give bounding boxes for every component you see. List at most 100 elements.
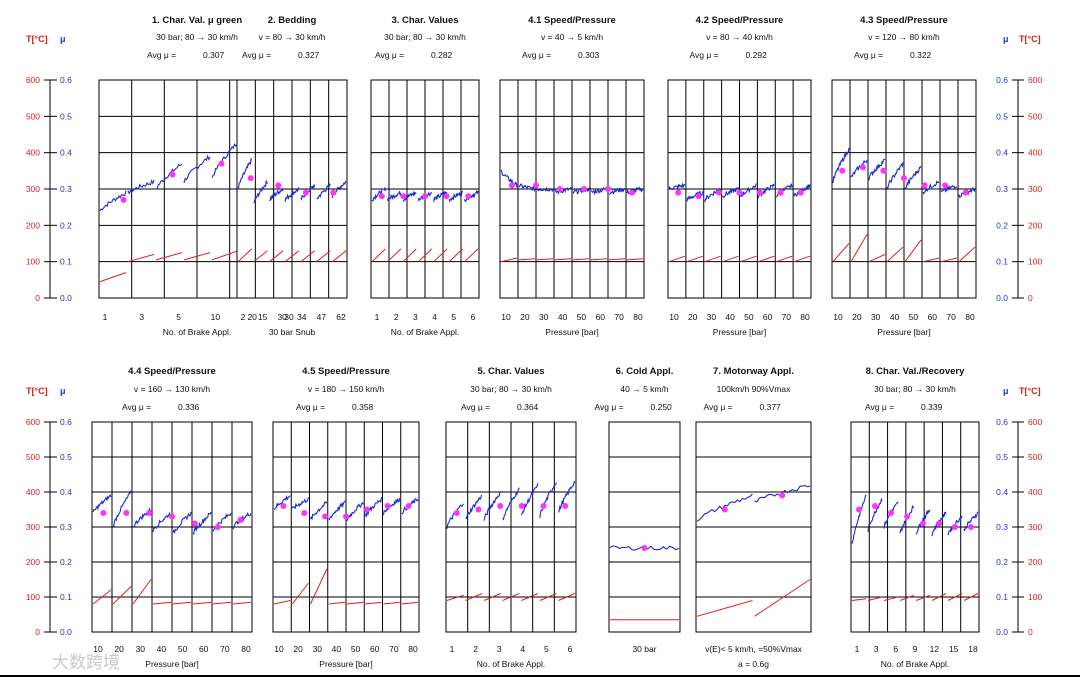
- mu-series-segment: [536, 186, 554, 193]
- panel-subtitle: v = 80 → 40 km/h: [706, 32, 773, 42]
- temp-series-segment: [284, 250, 300, 263]
- avg-mu-label: Avg μ =: [595, 402, 624, 412]
- x-tick-label: 6: [893, 644, 898, 654]
- chart-panel-8: 4.5 Speed/Pressure v = 180 → 150 km/h Avg …: [272, 366, 420, 669]
- mu-series-segment: [668, 182, 686, 191]
- temp-series-segment: [704, 255, 721, 263]
- panel-title: 4.3 Speed/Pressure: [860, 15, 948, 26]
- panel-subtitle: v = 160 → 130 km/h: [134, 384, 211, 394]
- x-tick-label: 10: [669, 312, 679, 322]
- temp-series-segment: [867, 596, 883, 601]
- mu-tick-right: 0.2: [996, 557, 1008, 567]
- x-tick-label: 5: [544, 644, 549, 654]
- mu-marker: [942, 182, 949, 189]
- mu-marker: [872, 503, 878, 509]
- chart-panel-3: 3. Char. Values 30 bar; 80 → 30 km/h Avg μ…: [370, 15, 480, 337]
- temp-series-segment: [192, 601, 212, 605]
- temp-tick-right: 300: [1028, 184, 1042, 194]
- mu-tick-left: 0.6: [60, 417, 72, 427]
- mu-series-segment: [554, 186, 572, 196]
- temp-tick-left: 200: [26, 557, 40, 567]
- mu-series-segment: [346, 501, 364, 522]
- mu-marker: [736, 189, 743, 196]
- temp-tick-left: 500: [26, 452, 40, 462]
- avg-mu-value: 0.377: [760, 402, 782, 412]
- avg-mu-value: 0.292: [746, 50, 768, 60]
- avg-mu-label: Avg μ =: [375, 50, 404, 60]
- temp-series-segment: [558, 593, 576, 601]
- avg-mu-value: 0.336: [178, 402, 200, 412]
- temp-series-segment: [99, 272, 127, 283]
- mu-marker: [100, 510, 107, 516]
- mu-marker: [557, 186, 563, 192]
- avg-mu-label: Avg μ =: [147, 50, 176, 60]
- mu-axis-title-right: μ: [1003, 386, 1009, 396]
- avg-mu-label: Avg μ =: [461, 402, 490, 412]
- mu-tick-left: 0.2: [60, 220, 72, 230]
- temp-axis-title-right: T[°C]: [1019, 34, 1041, 44]
- mu-series-segment: [483, 490, 501, 521]
- x-tick-label: 30: [539, 312, 549, 322]
- x-tick-label: 3: [497, 644, 502, 654]
- mu-series-segment: [464, 189, 479, 203]
- mu-marker: [465, 193, 472, 200]
- temp-tick-left: 200: [26, 220, 40, 230]
- x-tick-label: 34: [297, 312, 307, 322]
- x-axis-label: Pressure [bar]: [545, 327, 598, 337]
- mu-marker: [169, 513, 175, 520]
- x-axis-label: No. of Brake Appl.: [391, 327, 460, 337]
- temp-series-segment: [740, 255, 757, 263]
- temp-tick-right: 100: [1028, 592, 1042, 602]
- axis-group-row-1: T[°C] μ μ T[°C] 0 0.0 0.0 0 100 0.1 0.1 100 200 0.2 0.…: [26, 34, 1043, 303]
- x-tick-label: 50: [577, 312, 587, 322]
- mu-series-segment: [851, 494, 867, 544]
- avg-mu-value: 0.358: [352, 402, 374, 412]
- temp-series-segment: [696, 600, 753, 617]
- temp-tick-left: 500: [26, 111, 40, 121]
- mu-marker: [605, 186, 611, 192]
- x-tick-label: 30: [277, 312, 287, 322]
- mu-series-segment: [172, 511, 192, 535]
- mu-marker: [120, 196, 127, 203]
- temp-series-segment: [112, 586, 132, 605]
- mu-series-segment: [886, 162, 904, 191]
- mu-series-segment: [211, 143, 239, 178]
- panel-subtitle: 30 bar; 80 → 30 km/h: [470, 384, 552, 394]
- temp-series-segment: [851, 598, 867, 601]
- temp-series-segment: [237, 248, 253, 263]
- x-tick-label: 30: [313, 644, 323, 654]
- mu-marker: [247, 175, 254, 182]
- x-axis-label: No. of Brake Appl.: [163, 327, 232, 337]
- panel-title: 8. Char. Val./Recovery: [866, 366, 965, 377]
- avg-mu-value: 0.303: [578, 50, 600, 60]
- mu-series-segment: [915, 509, 931, 535]
- mu-series-segment: [867, 497, 883, 533]
- temp-series-segment: [626, 258, 644, 261]
- x-tick-label: 30: [871, 312, 881, 322]
- temp-series-segment: [518, 258, 536, 261]
- x-axis-label: Pressure [bar]: [877, 327, 930, 337]
- temp-series-segment: [832, 243, 850, 263]
- temp-tick-right: 400: [1028, 487, 1042, 497]
- x-tick-label: 12: [930, 644, 940, 654]
- mu-tick-right: 0.3: [996, 522, 1008, 532]
- panel-subtitle: v = 120 → 80 km/h: [868, 32, 940, 42]
- temp-series-segment: [931, 593, 947, 601]
- panel-title: 4.2 Speed/Pressure: [696, 15, 784, 26]
- mu-series-segment: [940, 184, 958, 194]
- x-tick-label: 3: [874, 644, 879, 654]
- x-axis-label: Pressure [bar]: [319, 659, 372, 669]
- x-tick-label: 10: [211, 312, 221, 322]
- x-tick-label: v(E)< 5 km/h, =50%Vmax: [705, 644, 803, 654]
- mu-tick-left: 0.0: [60, 627, 72, 637]
- mu-tick-left: 0.2: [60, 557, 72, 567]
- x-tick-label: 20: [247, 312, 257, 322]
- x-tick-label: 40: [890, 312, 900, 322]
- mu-marker: [962, 189, 969, 196]
- temp-series-segment: [572, 258, 590, 261]
- mu-tick-right: 0.2: [996, 220, 1008, 230]
- x-tick-label: 1: [855, 644, 860, 654]
- mu-marker: [675, 189, 682, 196]
- temp-series-segment: [448, 248, 463, 263]
- mu-marker: [343, 513, 349, 520]
